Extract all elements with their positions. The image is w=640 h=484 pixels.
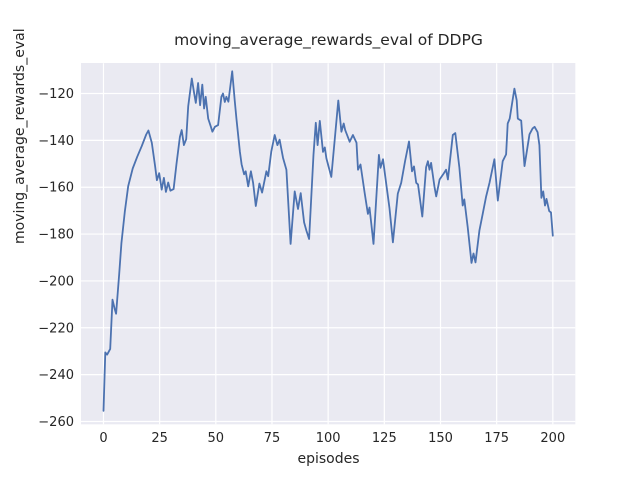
- x-tick-label: 125: [372, 431, 397, 446]
- x-tick-label: 0: [99, 431, 107, 446]
- chart-title: moving_average_rewards_eval of DDPG: [174, 31, 483, 49]
- y-tick-label: −200: [38, 274, 74, 289]
- x-tick-label: 100: [316, 431, 341, 446]
- x-tick-labels: 0 25 50 75 100 125 150 175 200: [99, 431, 565, 446]
- y-tick-label: −240: [38, 368, 74, 383]
- x-tick-label: 50: [208, 431, 225, 446]
- x-tick-label: 25: [151, 431, 168, 446]
- y-tick-label: −120: [38, 87, 74, 102]
- horizontal-gridlines: [81, 92, 576, 423]
- x-tick-label: 75: [264, 431, 281, 446]
- vertical-gridlines: [102, 63, 554, 425]
- x-tick-label: 175: [484, 431, 509, 446]
- y-tick-labels: −260 −240 −220 −200 −180 −160 −140 −120: [38, 87, 74, 430]
- x-axis-label: episodes: [297, 451, 360, 467]
- series-line: [102, 70, 554, 412]
- y-tick-label: −180: [38, 228, 74, 243]
- y-tick-label: −160: [38, 181, 74, 196]
- y-tick-label: −260: [38, 415, 74, 430]
- y-tick-label: −220: [38, 321, 74, 336]
- y-tick-label: −140: [38, 134, 74, 149]
- x-tick-label: 200: [540, 431, 565, 446]
- x-tick-label: 150: [428, 431, 453, 446]
